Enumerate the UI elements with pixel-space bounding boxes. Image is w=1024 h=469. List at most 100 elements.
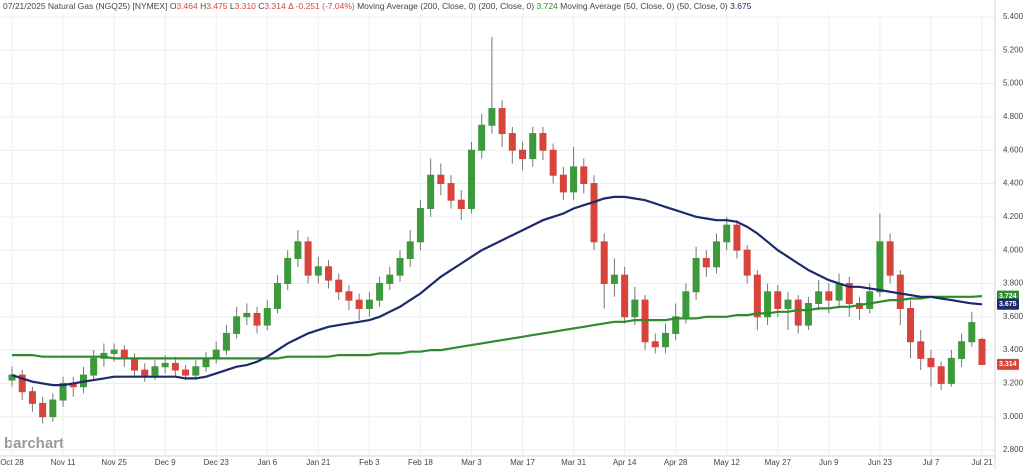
x-tick-label: Jan 6 [257,458,277,467]
candle-body [386,274,394,284]
x-tick-label: Jul 7 [922,458,939,467]
header-l-value: 3.310 [235,1,257,11]
candle-body [304,241,312,276]
candle-body [937,366,945,384]
candle-body [743,249,751,276]
candle-body [866,291,874,309]
header-c-value: 3.314 [264,1,286,11]
candle-body [263,307,271,326]
candle-body [488,108,496,126]
candle-body [233,316,241,334]
price-tag [997,298,1019,310]
candle-body [345,291,353,301]
x-tick-label: Oct 28 [0,458,24,467]
header-o-value: 3.464 [176,1,198,11]
candle-body [325,266,333,281]
candle-body [202,357,210,368]
candle-body [457,199,465,210]
x-tick-label: Dec 9 [155,458,176,467]
header-o-key: O [170,1,177,11]
header-date: 07/21/2025 [3,1,46,11]
candle-body [161,362,169,368]
candle-body [49,399,57,418]
header-change: Δ -0.251 (-7.04%) [288,1,355,11]
candle-body [18,374,26,393]
header-ma50-label: Moving Average (50, Close, 0) (50, Close… [560,1,728,11]
candle-body [253,312,261,326]
x-tick-label: Nov 25 [101,458,127,467]
x-tick-label: Mar 3 [461,458,482,467]
price-tag-label: 3.724 [999,293,1017,300]
candle-body [294,241,302,259]
candle-body [978,338,986,365]
y-tick-label: 4.000 [1003,245,1024,254]
header-h-key: H [200,1,206,11]
y-tick-label: 3.800 [1003,279,1024,288]
candle-body [907,307,915,343]
candle-body [917,341,925,359]
candle-body [713,241,721,268]
candle-body [702,257,710,268]
price-tag [997,358,1019,370]
candle-body [243,312,251,318]
header-ma50-value: 3.675 [730,1,752,11]
candle-body [753,274,761,318]
candle-body [498,108,506,135]
candle-body [774,291,782,309]
y-tick-label: 5.000 [1003,79,1024,88]
header-ma200-value: 3.724 [537,1,559,11]
candle-body [447,183,455,201]
price-tag-label: 3.314 [999,361,1017,368]
header-ma200-label: Moving Average (200, Close, 0) (200, Clo… [357,1,534,11]
candle-body [825,291,833,301]
candle-body [273,282,281,309]
candle-body [672,316,680,334]
candle-body [549,149,557,176]
x-tick-label: Jul 21 [971,458,993,467]
candle-body [835,282,843,301]
candle-body [927,357,935,368]
candle-body [284,257,292,284]
header-c-key: C [258,1,264,11]
header: 07/21/2025 Natural Gas (NGQ25) [NYMEX] O… [3,1,752,11]
x-tick-label: Apr 28 [664,458,688,467]
candle-body [539,133,547,151]
candle-body [182,369,190,376]
candle-body [90,357,98,376]
candle-body [784,299,792,309]
candle-body [559,174,567,193]
candle-body [845,282,853,304]
candle-body [631,299,639,318]
moving-average-line [12,295,983,360]
candle-body [896,274,904,309]
y-tick-label: 3.600 [1003,312,1024,321]
y-tick-label: 3.400 [1003,345,1024,354]
candle-body [804,302,812,326]
candle-body [365,299,373,309]
candle-body [131,357,139,371]
candle-body [580,166,588,185]
y-tick-label: 3.000 [1003,412,1024,421]
candle-body [376,282,384,301]
candle-body [682,291,690,318]
x-tick-label: May 12 [714,458,741,467]
y-tick-label: 5.400 [1003,12,1024,21]
candle-body [141,369,149,376]
candle-body [958,341,966,359]
candle-body [794,299,802,326]
header-h-value: 3.475 [206,1,228,11]
candle-body [39,402,47,418]
watermark: barchart [4,435,64,452]
x-tick-label: Feb 18 [408,458,433,467]
y-tick-label: 2.800 [1003,445,1024,454]
candle-body [886,241,894,276]
candle-body [968,322,976,343]
candle-body [610,274,618,284]
x-tick-label: May 27 [765,458,792,467]
candle-body [222,332,230,351]
candle-body [733,224,741,251]
x-tick-label: Apr 14 [613,458,637,467]
candle-body [437,174,445,185]
candle-body [171,362,179,371]
x-tick-label: Mar 17 [510,458,535,467]
